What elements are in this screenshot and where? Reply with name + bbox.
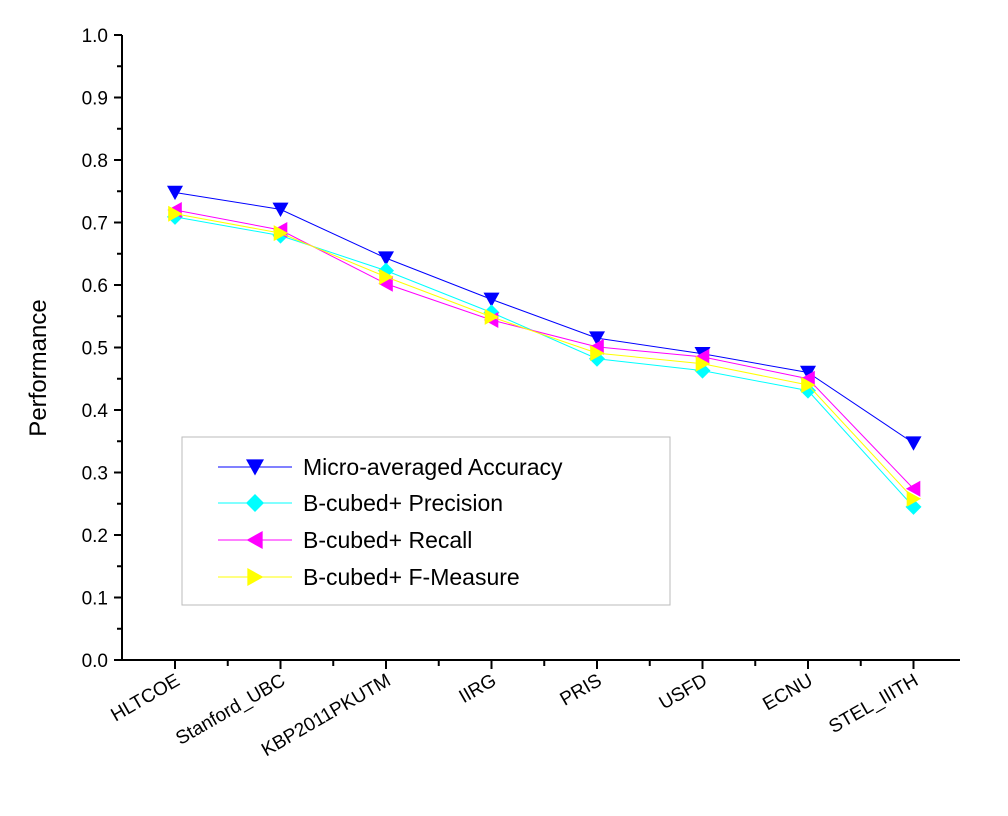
data-point	[483, 292, 500, 307]
data-point	[484, 308, 500, 325]
y-tick-label: 0.0	[82, 651, 108, 672]
series-line	[174, 192, 914, 444]
x-tick-label: ECNU	[759, 670, 816, 715]
data-point	[378, 275, 393, 292]
y-tick-label: 0.1	[82, 589, 108, 610]
data-point	[695, 355, 711, 372]
y-tick-label: 0.2	[82, 526, 108, 547]
legend-label: B-cubed+ Precision	[303, 490, 503, 516]
data-point	[906, 490, 922, 507]
data-point	[273, 225, 289, 242]
legend-marker	[247, 568, 264, 586]
axes: 0.0 0.1 0.2 0.3 0.4 0.5 0.6 0.7 0.8 0.9 1.0 HLTCOE S…	[82, 26, 960, 761]
legend-label: B-cubed+ F-Measure	[303, 564, 520, 590]
y-tick-label: 0.7	[82, 214, 108, 235]
legend-marker	[246, 531, 263, 549]
y-tick-label: 1.0	[82, 26, 108, 47]
x-tick-label: PRIS	[557, 670, 606, 710]
series-line	[174, 213, 914, 500]
y-tick-label: 0.6	[82, 276, 108, 297]
data-point	[800, 365, 816, 381]
legend-label: B-cubed+ Recall	[303, 527, 472, 553]
data-point	[167, 185, 183, 201]
y-tick-label: 0.5	[82, 339, 108, 360]
x-tick-label: USFD	[656, 670, 711, 714]
series-line	[174, 209, 914, 490]
series-4	[168, 205, 922, 507]
data-point	[378, 251, 394, 266]
y-tick-label: 0.3	[82, 464, 108, 485]
legend-item: B-cubed+ Recall	[218, 527, 472, 553]
data-point	[272, 202, 289, 217]
legend-marker	[246, 494, 264, 512]
legend-item: Micro-averaged Accuracy	[218, 454, 563, 480]
legend-label: Micro-averaged Accuracy	[303, 454, 563, 480]
data-point	[694, 348, 710, 365]
legend: Micro-averaged Accuracy B-cubed+ Precisio…	[181, 436, 671, 606]
legend-marker	[246, 459, 264, 476]
data-point	[590, 345, 605, 362]
data-point	[801, 377, 816, 393]
x-tick-label: HLTCOE	[107, 670, 183, 726]
data-point	[905, 436, 922, 451]
x-tick-label: STEL_IIITH	[826, 670, 922, 738]
y-tick-label: 0.4	[82, 401, 109, 422]
series-line	[174, 216, 914, 508]
data-point	[168, 205, 183, 222]
legend-item: B-cubed+ Precision	[218, 490, 503, 516]
data-point	[905, 480, 921, 497]
data-point	[589, 331, 605, 346]
series-1	[167, 185, 922, 451]
x-tick-label: IIRG	[456, 670, 500, 708]
legend-item: B-cubed+ F-Measure	[218, 564, 520, 590]
data-point	[379, 268, 394, 285]
y-tick-label: 0.8	[82, 151, 108, 172]
y-tick-label: 0.9	[82, 89, 108, 110]
y-axis-label: Performance	[25, 299, 52, 436]
series-layer	[167, 185, 922, 515]
